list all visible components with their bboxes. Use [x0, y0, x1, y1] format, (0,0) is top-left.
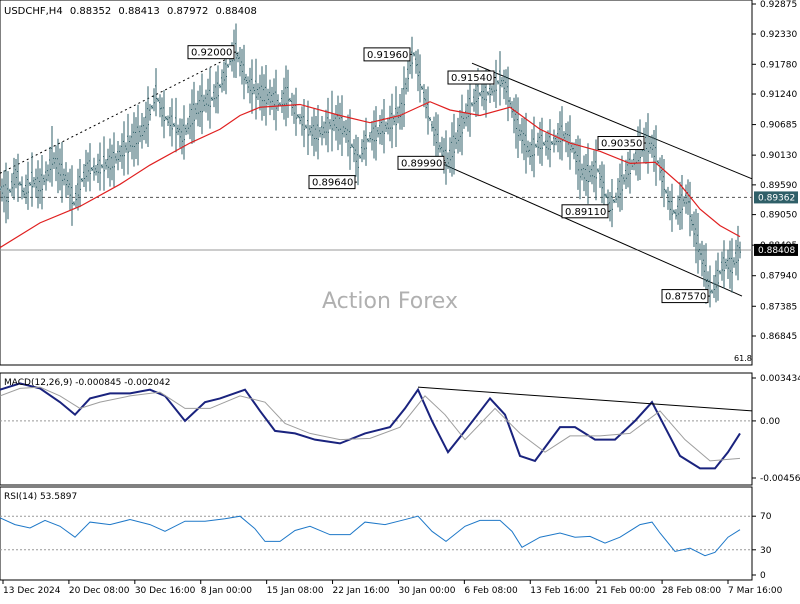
x-tick: 30 Dec 16:00: [135, 586, 196, 596]
swing-annotation: 0.91540: [451, 73, 492, 84]
price-y-tick: 0.90130: [760, 151, 797, 161]
macd-series-line: [0, 386, 741, 462]
macd-y-tick: 0.003434: [760, 374, 800, 384]
macd-y-tick: 0.00: [760, 417, 780, 427]
price-y-tick: 0.86845: [760, 332, 797, 342]
level-price-tag: [754, 243, 798, 256]
x-tick: 28 Feb 08:00: [662, 586, 721, 596]
swing-annotation: 0.92000: [191, 48, 232, 59]
swing-annotation: 0.91960: [367, 50, 408, 61]
macd-series-line: [0, 382, 741, 470]
header-line: USDCHF,H4 0.88352 0.88413 0.87972 0.8840…: [4, 6, 257, 17]
header-high: 0.88413: [118, 6, 159, 17]
header-close: 0.88408: [216, 6, 257, 17]
level-price-label: 0.88408: [758, 246, 795, 256]
x-tick: 21 Feb 00:00: [596, 586, 655, 596]
rsi-panel: [0, 486, 753, 581]
rsi-y-tick: 70: [760, 512, 772, 522]
macd-panel: [0, 372, 753, 486]
level-price-label: 0.89362: [758, 193, 795, 203]
price-y-tick: 0.92875: [760, 0, 797, 10]
rsi-title: RSI(14) 53.5897: [4, 492, 77, 502]
trendline: [439, 162, 743, 297]
price-y-tick: 0.89050: [760, 211, 797, 221]
price-y-tick: 0.92330: [760, 30, 797, 40]
macd-layer: MACD(12,26,9) -0.000845 -0.002042: [0, 378, 753, 470]
macd-y-tick: -0.004569: [760, 474, 800, 484]
x-tick: 15 Jan 08:00: [267, 586, 324, 596]
rsi-layer: RSI(14) 53.5897: [0, 492, 752, 557]
x-tick: 8 Jan 00:00: [201, 586, 253, 596]
price-y-tick: 0.87940: [760, 272, 797, 282]
trendline: [471, 62, 753, 180]
price-y-tick: 0.91780: [760, 60, 797, 70]
price-layer: 0.92000 0.91960 0.91540 0.90350 0.89640 0.899…: [0, 23, 753, 363]
header-low: 0.87972: [167, 6, 208, 17]
x-tick: 7 Mar 16:00: [728, 586, 783, 596]
macd-trendline: [417, 386, 753, 412]
x-tick: 13 Feb 16:00: [530, 586, 589, 596]
swing-annotation: 0.87570: [665, 292, 706, 303]
fib-label: 61.8: [734, 354, 752, 363]
macd-title: MACD(12,26,9) -0.000845 -0.002042: [4, 378, 170, 388]
moving-average-line: [0, 101, 741, 249]
x-tick: 13 Dec 2024: [3, 586, 61, 596]
swing-annotation: 0.89640: [312, 178, 353, 189]
x-tick: 20 Dec 08:00: [69, 586, 130, 596]
price-y-tick: 0.89590: [760, 181, 797, 191]
header-symbol: USDCHF,H4: [4, 6, 63, 17]
price-y-tick: 0.87385: [760, 302, 797, 312]
x-tick: 30 Jan 00:00: [398, 586, 455, 596]
x-tick: 6 Feb 08:00: [464, 586, 518, 596]
rsi-series-line: [0, 515, 741, 557]
rsi-y-tick: 0: [760, 571, 766, 581]
swing-annotation: 0.89110: [565, 207, 606, 218]
x-tick: 22 Jan 16:00: [333, 586, 390, 596]
level-price-tag: [754, 191, 798, 204]
swing-annotation: 0.89990: [401, 158, 442, 169]
watermark: Action Forex: [322, 289, 458, 314]
rsi-y-tick: 30: [760, 546, 772, 556]
price-y-tick: 0.90685: [760, 121, 797, 131]
price-y-tick: 0.91240: [760, 90, 797, 100]
header-open: 0.88352: [70, 6, 111, 17]
swing-annotation: 0.90350: [601, 139, 642, 150]
